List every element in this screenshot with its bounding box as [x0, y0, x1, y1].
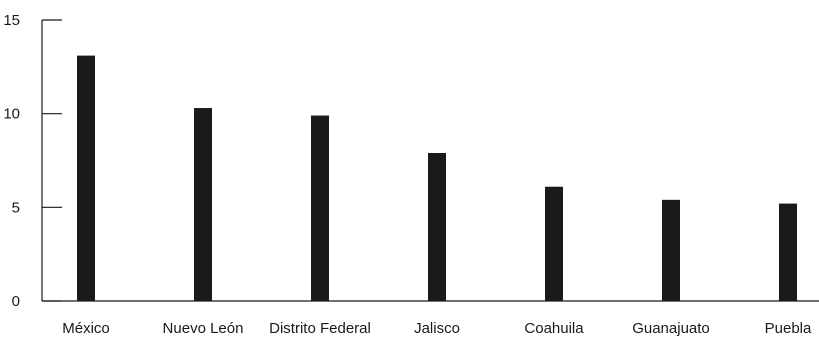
x-tick-label: Guanajuato: [632, 320, 710, 337]
bar: [545, 186, 563, 301]
y-axis: 0 5 10 15: [3, 12, 62, 310]
x-tick-label: Distrito Federal: [269, 320, 371, 337]
y-tick-label: 10: [3, 106, 20, 123]
bar: [311, 115, 329, 301]
bar: [428, 153, 446, 301]
x-tick-label: Puebla: [765, 320, 812, 337]
bar: [77, 55, 95, 301]
y-tick-label: 15: [3, 12, 20, 29]
bars: [77, 55, 797, 302]
x-tick-label: Jalisco: [414, 320, 460, 337]
x-tick-label: Nuevo León: [163, 320, 244, 337]
bar: [194, 108, 212, 302]
y-tick-label: 0: [12, 293, 20, 310]
bar: [662, 199, 680, 301]
x-tick-label: Coahuila: [524, 320, 584, 337]
category-labels: México Nuevo León Distrito Federal Jalisco C…: [62, 320, 812, 337]
x-tick-label: México: [62, 320, 110, 337]
bar: [779, 203, 797, 301]
y-tick-label: 5: [12, 199, 20, 216]
